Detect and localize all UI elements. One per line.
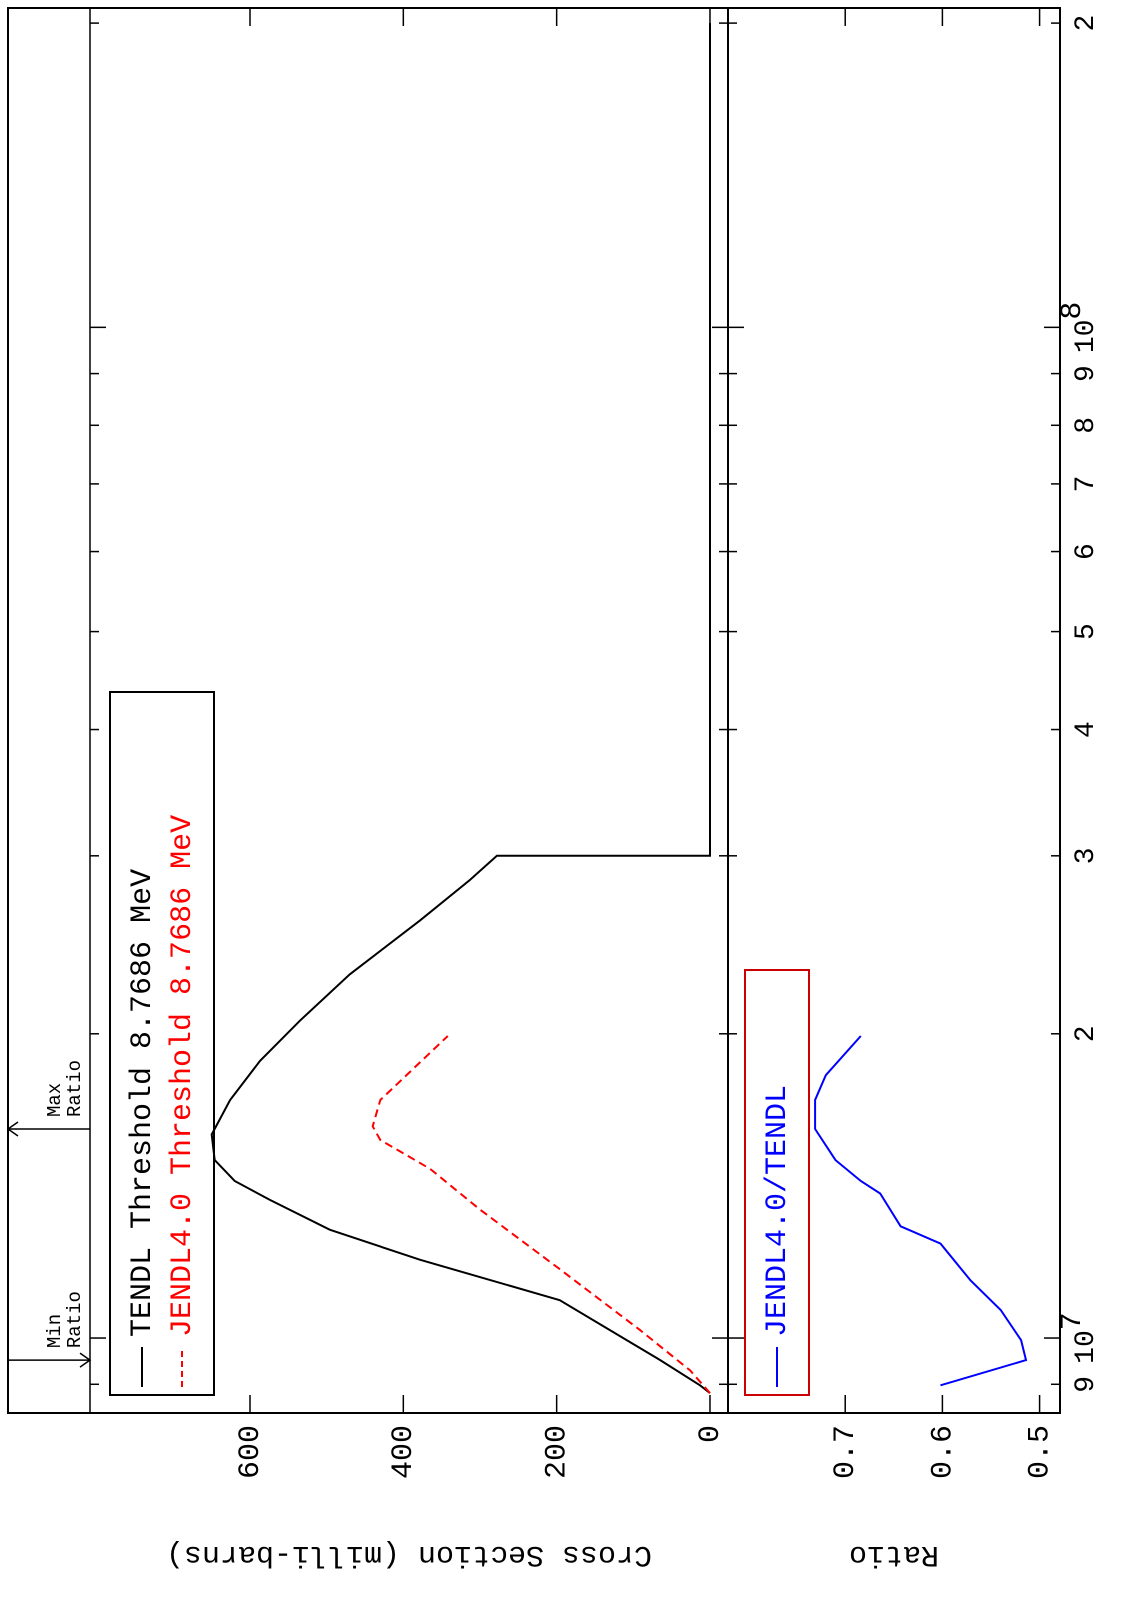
plot-frame [7,7,1061,1414]
rotated-plot: 0 200 400 600 Cross Section (milli-barns) TEN… [6,7,1102,1571]
y-tick-label: 0 [694,1425,728,1443]
x-tick-label: 9 [1071,365,1102,382]
y-axis-title: Ratio [849,1537,939,1571]
x-tick-label-base: 10 [1071,1330,1102,1364]
y-tick-label: 0.6 [926,1425,960,1479]
annotation-text: Ratio [64,1291,86,1348]
x-tick-label: 108 [1056,302,1102,354]
annotation-text: Max [44,1083,66,1117]
y-tick-label: 600 [234,1425,268,1479]
legend-label: JENDL4.0 Threshold 8.7686 MeV [166,815,200,1337]
x-tick-label-exponent: 7 [1056,1312,1090,1330]
x-tick-label: 7 [1071,475,1102,492]
legend-label: JENDL4.0/TENDL [761,1085,795,1337]
x-tick-label: 5 [1071,623,1102,640]
series-line [814,1035,1028,1387]
x-tick-label: 2 [1071,15,1102,32]
legend-box [109,691,215,1396]
annotation-text: Min [44,1314,66,1348]
x-tick-label: 2 [1071,1025,1102,1042]
x-tick-label-base: 4 [1071,721,1102,738]
y-tick-label: 0.5 [1024,1425,1058,1479]
x-tick-label-base: 2 [1071,1025,1102,1042]
x-tick-label-base: 7 [1071,475,1102,492]
x-tick-label: 8 [1071,417,1102,434]
x-tick-label: 107 [1056,1312,1102,1364]
annotation-text: Ratio [64,1060,86,1117]
y-tick-label: 200 [541,1425,575,1479]
x-tick-label-base: 9 [1071,365,1102,382]
series-line [210,23,711,1394]
x-tick-label-exponent: 8 [1056,302,1090,320]
legend-label: TENDL Threshold 8.7686 MeV [126,869,160,1337]
y-tick-label: 0.7 [829,1425,863,1479]
x-tick-label: 6 [1071,543,1102,560]
x-tick-label: 4 [1071,721,1102,738]
x-tick-label-base: 9 [1071,1376,1102,1393]
legend-box [744,969,810,1396]
x-tick-label-base: 5 [1071,623,1102,640]
x-tick-label-base: 6 [1071,543,1102,560]
arrow-head [6,1121,19,1137]
x-tick-label: 3 [1071,847,1102,864]
arrow-head [79,1352,92,1368]
x-tick-label: 9 [1071,1376,1102,1393]
y-axis-title: Cross Section (milli-barns) [166,1537,652,1571]
x-tick-label-base: 2 [1071,15,1102,32]
y-tick-label: 400 [387,1425,421,1479]
x-tick-label-base: 3 [1071,847,1102,864]
series-line [371,1035,711,1394]
x-tick-label-base: 8 [1071,417,1102,434]
x-tick-label-base: 10 [1071,320,1102,354]
